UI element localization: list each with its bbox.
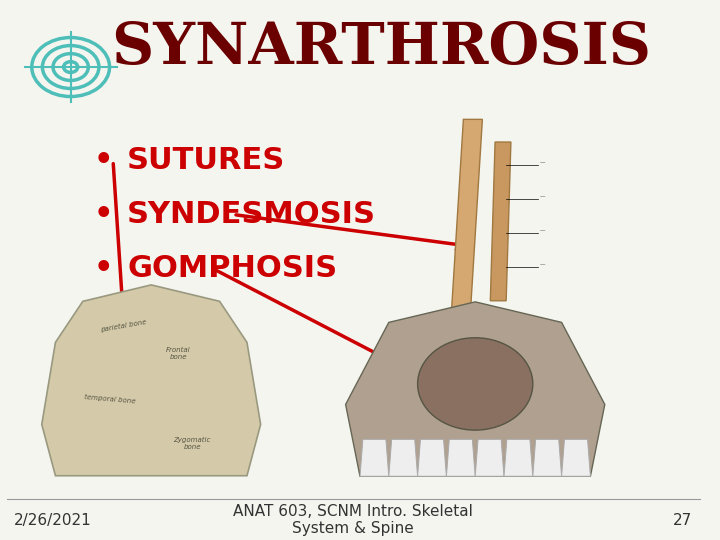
Polygon shape: [490, 142, 511, 301]
Text: ANAT 603, SCNM Intro. Skeletal
System & Spine: ANAT 603, SCNM Intro. Skeletal System & …: [233, 504, 473, 536]
Polygon shape: [360, 440, 389, 476]
Text: —: —: [539, 161, 545, 166]
Text: Zygomatic
bone: Zygomatic bone: [174, 437, 211, 450]
Text: parietal bone: parietal bone: [100, 319, 148, 333]
Text: —: —: [539, 195, 545, 200]
Text: 2/26/2021: 2/26/2021: [14, 512, 92, 528]
Text: —: —: [539, 263, 545, 268]
Polygon shape: [418, 440, 446, 476]
Text: SYNARTHROSIS: SYNARTHROSIS: [112, 21, 652, 76]
Text: SUTURES: SUTURES: [127, 146, 285, 176]
Text: GOMPHOSIS: GOMPHOSIS: [127, 254, 338, 282]
Text: temporal bone: temporal bone: [84, 394, 136, 405]
Polygon shape: [346, 302, 605, 476]
Text: 27: 27: [673, 512, 693, 528]
Text: •: •: [94, 200, 113, 229]
Text: SYNDESMOSIS: SYNDESMOSIS: [127, 200, 377, 229]
Polygon shape: [475, 440, 504, 476]
Ellipse shape: [418, 338, 533, 430]
Polygon shape: [562, 440, 590, 476]
Polygon shape: [504, 440, 533, 476]
Text: —: —: [539, 229, 545, 234]
Text: Frontal
bone: Frontal bone: [166, 347, 191, 360]
Polygon shape: [389, 440, 418, 476]
Polygon shape: [446, 440, 475, 476]
Polygon shape: [451, 119, 482, 323]
Text: •: •: [94, 146, 113, 176]
Text: •: •: [94, 254, 113, 282]
Polygon shape: [42, 285, 261, 476]
Polygon shape: [533, 440, 562, 476]
